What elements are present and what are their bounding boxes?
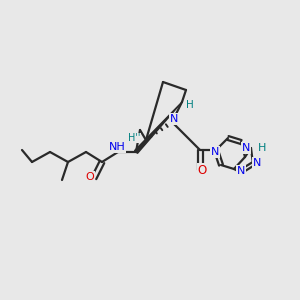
Text: N: N <box>211 147 219 157</box>
Text: N: N <box>170 114 178 124</box>
Text: O: O <box>85 172 94 182</box>
Text: NH: NH <box>109 142 125 152</box>
Text: N: N <box>242 143 250 153</box>
Text: N: N <box>253 158 261 168</box>
Polygon shape <box>134 102 182 153</box>
Text: N: N <box>237 166 245 176</box>
Text: H: H <box>186 100 194 110</box>
Text: H'': H'' <box>128 133 140 143</box>
Text: O: O <box>197 164 207 176</box>
Text: H: H <box>258 143 266 153</box>
